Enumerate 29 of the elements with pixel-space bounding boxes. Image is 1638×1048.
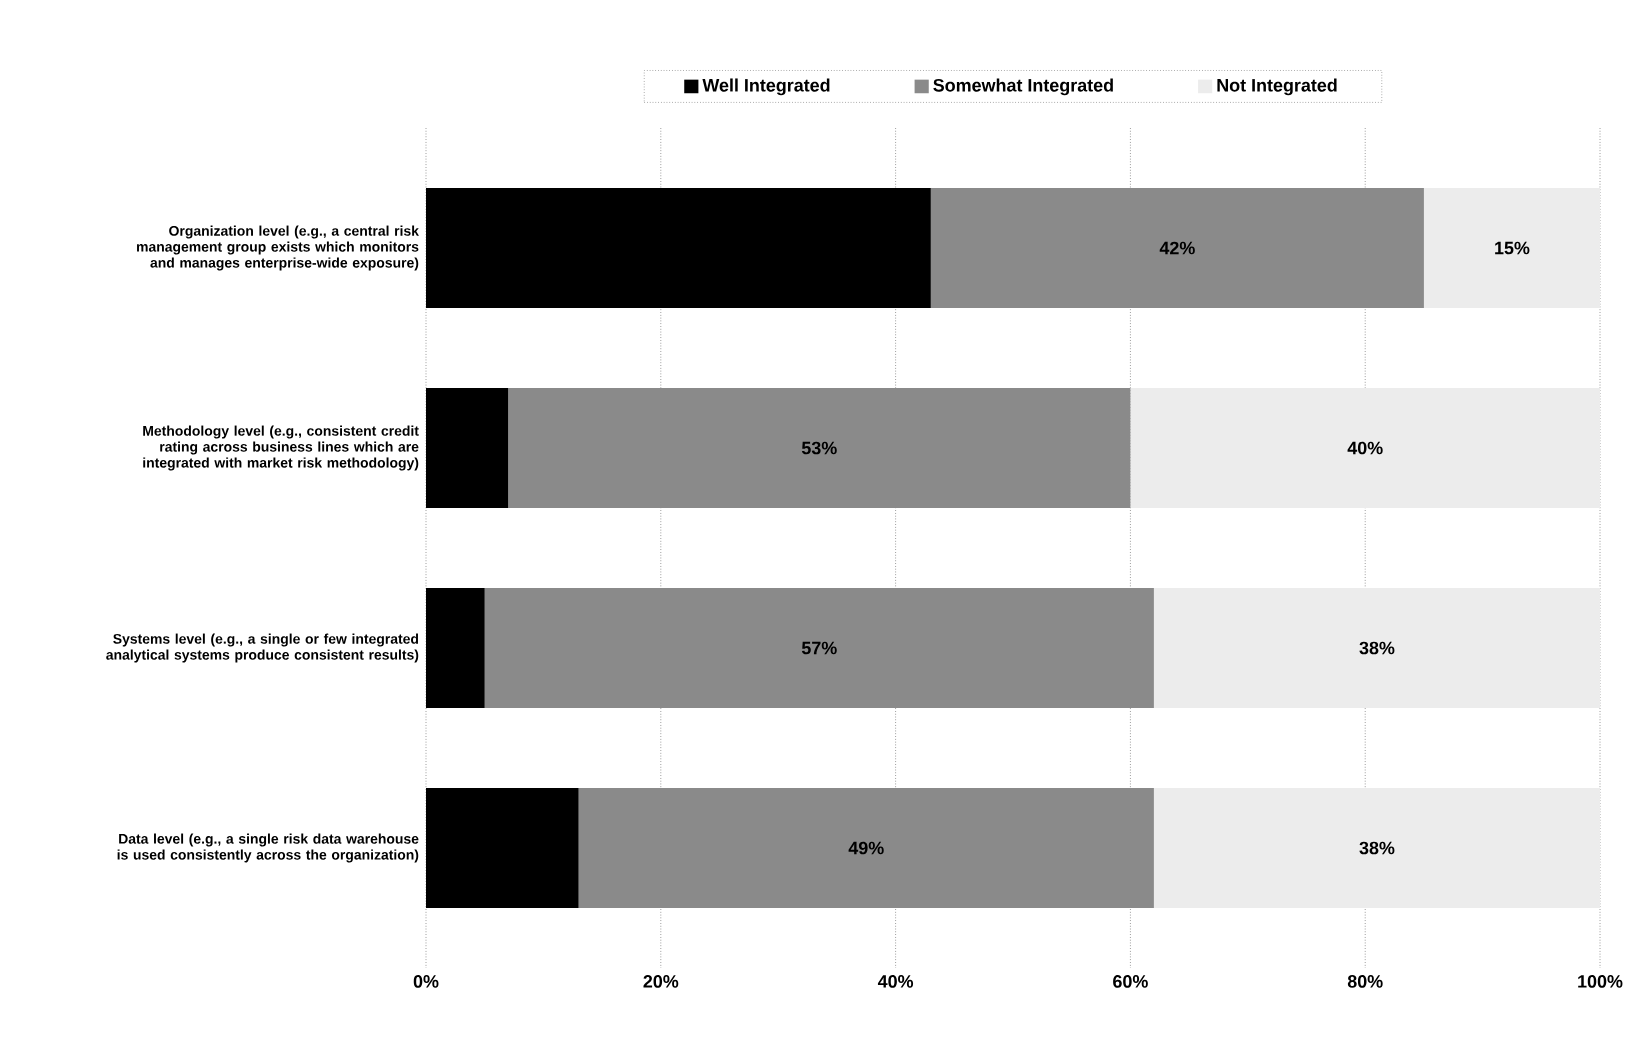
bar (426, 188, 931, 309)
bar (426, 388, 509, 509)
legend-label: Not Integrated (1217, 78, 1337, 96)
data-label: 57% (801, 641, 837, 655)
bar (426, 788, 579, 909)
bar (578, 788, 1154, 909)
legend-label: Somewhat Integrated (933, 78, 1113, 96)
bar (426, 588, 485, 709)
data-label: 53% (801, 441, 837, 455)
bar (484, 588, 1154, 709)
data-label: 40% (1347, 441, 1383, 455)
data-label: 42% (1159, 241, 1195, 255)
bar (930, 188, 1424, 309)
x-tick-label: 80% (1347, 975, 1383, 988)
data-label: 15% (1495, 241, 1530, 255)
x-tick-label: 20% (643, 975, 679, 988)
bar (1423, 188, 1601, 309)
data-label: 38% (1359, 641, 1395, 655)
x-tick-label: 60% (1113, 975, 1148, 988)
bar (508, 388, 1131, 509)
x-tick-label: 100% (1578, 975, 1623, 988)
legend-label: Well Integrated (702, 78, 830, 96)
x-tick-label: 0% (413, 975, 439, 988)
data-label: 38% (1359, 841, 1395, 855)
x-tick-label: 40% (877, 975, 914, 988)
data-label: 49% (848, 841, 884, 855)
bar (1153, 588, 1601, 709)
bar (1153, 788, 1601, 909)
bar (1130, 388, 1601, 509)
